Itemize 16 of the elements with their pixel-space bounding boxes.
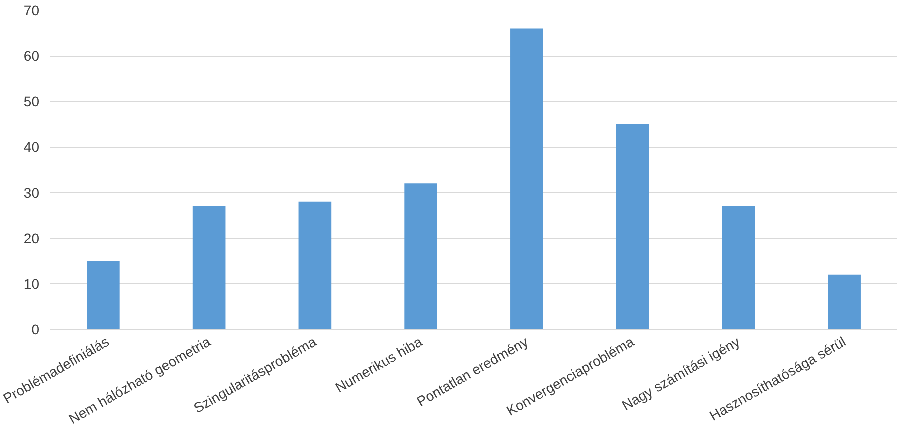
y-tick-label: 40 xyxy=(24,139,40,156)
y-tick-label: 10 xyxy=(24,276,40,292)
y-tick-label: 20 xyxy=(24,230,40,246)
bar xyxy=(722,206,756,330)
y-tick-label: 70 xyxy=(24,2,40,18)
bar xyxy=(87,261,120,330)
bar xyxy=(192,206,226,330)
bar xyxy=(616,124,650,330)
y-tick-label: 0 xyxy=(32,322,40,338)
y-tick-label: 50 xyxy=(24,94,40,110)
bar xyxy=(404,184,438,330)
bar xyxy=(510,28,544,330)
y-tick-label: 60 xyxy=(24,48,40,64)
bar xyxy=(828,274,861,330)
y-tick-label: 30 xyxy=(24,184,40,201)
bar xyxy=(298,202,332,330)
